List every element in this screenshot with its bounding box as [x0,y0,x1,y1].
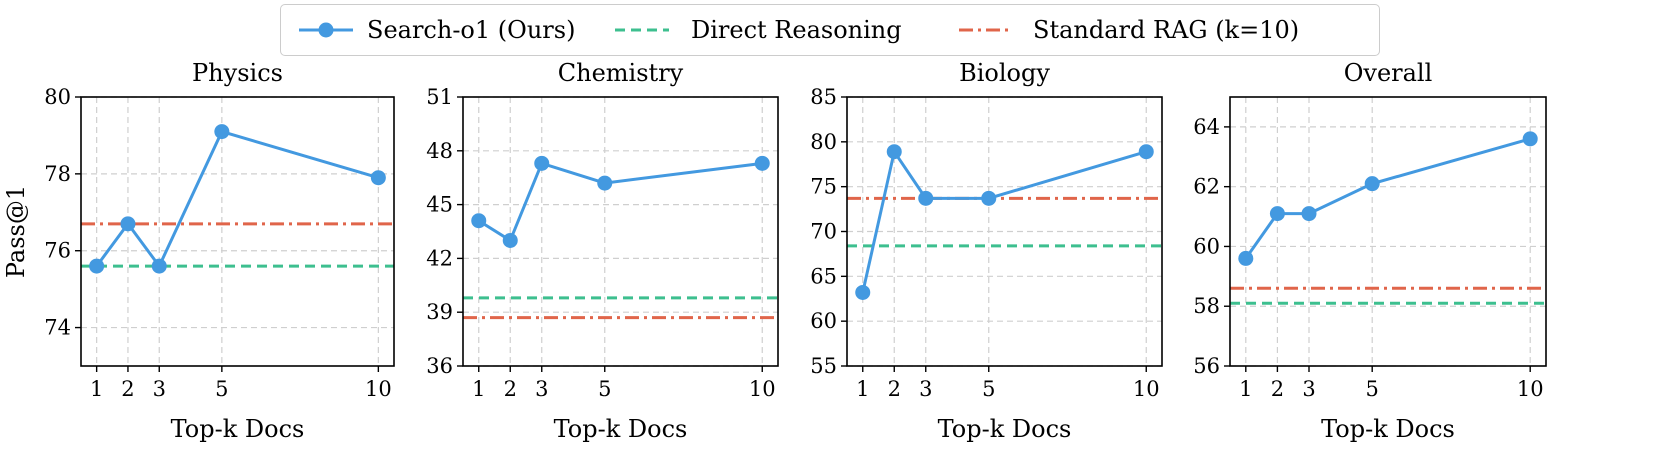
x-tick-label: 2 [121,377,134,401]
x-tick-label: 1 [90,377,103,401]
search-o1-line [477,161,763,243]
x-tick-label: 1 [1239,377,1252,401]
x-tick-label: 2 [504,377,517,401]
y-tick-label: 56 [1193,354,1220,378]
y-tick-label: 64 [1193,115,1220,139]
legend-marker-search-o1 [299,22,353,38]
search-o1-point [1138,144,1154,160]
search-o1-line [95,129,379,270]
search-o1-point [471,213,487,229]
search-o1-point [89,258,105,274]
search-o1-point [1238,250,1254,266]
chart-title: Overall [1344,59,1433,87]
legend-label-standard-rag: Standard RAG (k=10) [1033,16,1300,44]
chart-panel-physics: 1 2 3 5 10 74 76 78 80 Physics Top-k Docs Pass@1 [2,59,395,443]
x-tick-label: 3 [919,377,932,401]
search-o1-point [502,232,518,248]
chart-title: Physics [192,59,283,87]
x-tick-label: 2 [888,377,901,401]
x-tick-label: 10 [1517,377,1544,401]
y-tick-label: 45 [426,193,453,217]
x-tick-label: 1 [856,377,869,401]
search-o1-point [918,190,934,206]
x-tick-label: 3 [153,377,166,401]
legend-item-direct-reasoning: Direct Reasoning [613,5,902,55]
search-o1-point [370,170,386,186]
y-tick-label: 48 [426,139,453,163]
x-tick-label: 10 [1133,377,1160,401]
search-o1-point [1301,206,1317,222]
search-o1-point [120,216,136,232]
search-o1-point [151,258,167,274]
search-o1-point [981,190,997,206]
x-tick-label: 5 [1366,377,1379,401]
x-tick-label: 3 [535,377,548,401]
search-o1-point [855,284,871,300]
y-tick-label: 80 [44,85,71,109]
chart-panel-overall: 1 2 3 5 10 56 58 60 62 64 Overall Top-k Docs [1193,59,1547,443]
chart-panel-chemistry: 1 2 3 5 10 36 39 42 45 48 51 Chemistry Top-k Docs [426,59,779,443]
x-axis-label: Top-k Docs [171,415,305,443]
y-tick-label: 55 [810,354,837,378]
x-axis-label: Top-k Docs [1321,415,1455,443]
search-o1-point [754,155,770,171]
y-tick-label: 42 [426,246,453,270]
legend-marker-direct-reasoning [615,28,669,32]
y-tick-label: 60 [1193,234,1220,258]
x-tick-label: 10 [749,377,776,401]
y-tick-label: 76 [44,239,71,263]
search-o1-point [886,144,902,160]
legend-label-search-o1: Search-o1 (Ours) [367,16,576,44]
x-axis-label: Top-k Docs [938,415,1072,443]
chart-title: Biology [959,59,1050,87]
y-tick-label: 70 [810,220,837,244]
x-tick-label: 1 [472,377,485,401]
search-o1-point [597,175,613,191]
legend-item-search-o1: Search-o1 (Ours) [297,5,575,55]
x-tick-label: 3 [1302,377,1315,401]
chart-panel-biology: 1 2 3 5 10 55 60 65 70 75 80 85 Biology Top-k Docs [810,59,1163,443]
axes-frame [1229,96,1547,367]
x-tick-label: 5 [215,377,228,401]
y-tick-label: 36 [426,354,453,378]
legend-marker-standard-rag [959,28,1013,32]
axes-frame [462,96,779,367]
y-tick-label: 60 [810,309,837,333]
legend: Search-o1 (Ours) Direct Reasoning Standa… [280,4,1380,56]
search-o1-point [1269,206,1285,222]
search-o1-point [214,124,230,140]
search-o1-line [861,147,1147,293]
search-o1-point [1364,176,1380,192]
x-tick-label: 10 [365,377,392,401]
x-axis-label: Top-k Docs [554,415,688,443]
y-tick-label: 80 [810,130,837,154]
y-tick-label: 75 [810,175,837,199]
chart-title: Chemistry [558,59,684,87]
search-o1-line [1244,137,1531,260]
legend-item-standard-rag: Standard RAG (k=10) [957,5,1299,55]
y-tick-label: 58 [1193,294,1220,318]
y-tick-label: 78 [44,162,71,186]
y-tick-label: 62 [1193,175,1220,199]
search-o1-point [534,155,550,171]
x-tick-label: 2 [1271,377,1284,401]
y-tick-label: 74 [44,316,71,340]
y-axis-label: Pass@1 [2,185,30,278]
search-o1-point [1522,131,1538,147]
legend-label-direct-reasoning: Direct Reasoning [691,16,902,44]
x-tick-label: 5 [598,377,611,401]
y-tick-label: 39 [426,300,453,324]
x-tick-label: 5 [982,377,995,401]
y-tick-label: 65 [810,264,837,288]
y-tick-label: 85 [810,85,837,109]
axes-frame [80,96,395,367]
y-tick-label: 51 [426,85,453,109]
